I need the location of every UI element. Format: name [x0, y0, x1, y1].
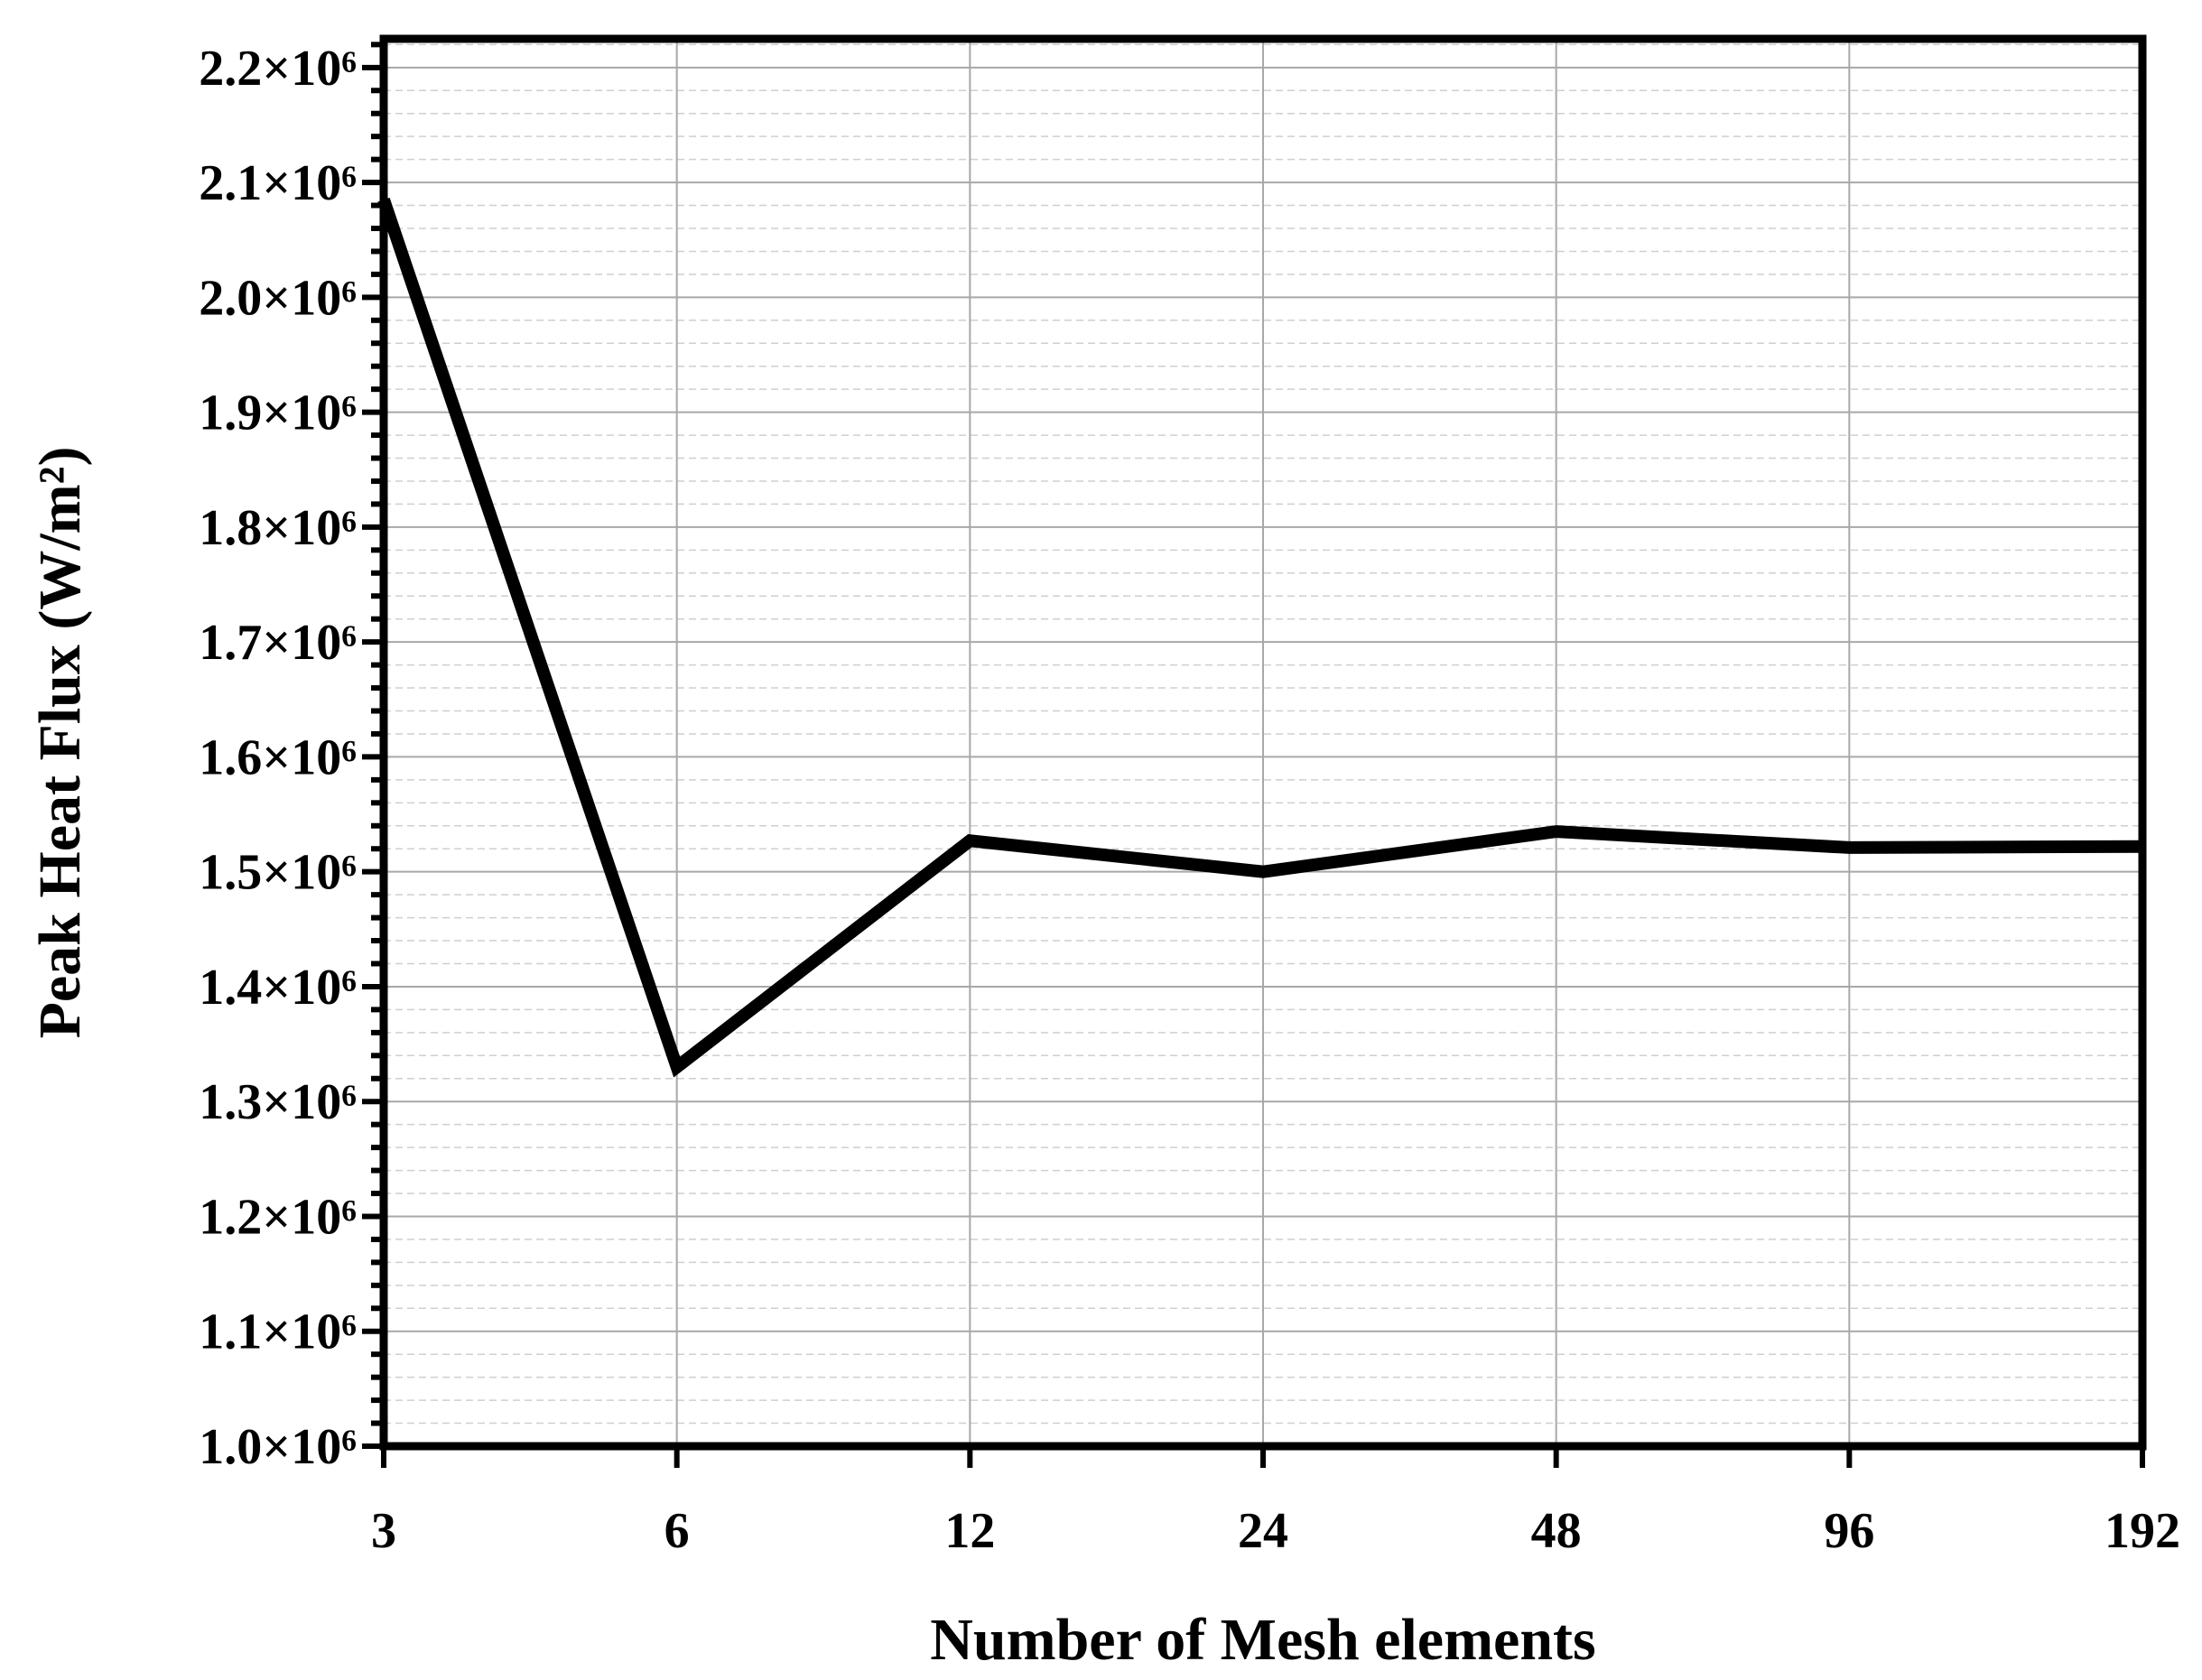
y-tick-label: 1.3×10⁶ [199, 1074, 357, 1130]
y-tick-labels: 1.0×10⁶ 1.1×10⁶ 1.2×10⁶ 1.3×10⁶ 1.4×10⁶ 1.5×1… [199, 41, 357, 1475]
plot-frame [379, 34, 2147, 1451]
x-tick-label: 6 [664, 1503, 690, 1559]
x-tick-label: 96 [1824, 1503, 1874, 1559]
y-tick-label: 1.4×10⁶ [199, 960, 357, 1016]
y-tick-label: 1.2×10⁶ [199, 1189, 357, 1245]
x-tick-label: 3 [371, 1503, 396, 1559]
x-tick-label: 48 [1531, 1503, 1582, 1559]
x-tick-label: 12 [944, 1503, 995, 1559]
y-tick-label: 1.7×10⁶ [199, 615, 357, 671]
y-tick-label: 1.8×10⁶ [199, 500, 357, 556]
y-tick-label: 2.0×10⁶ [199, 270, 357, 326]
series-line [377, 197, 2143, 1078]
y-tick-label: 1.9×10⁶ [199, 385, 357, 441]
x-tick-labels: 3 6 12 24 48 96 192 [371, 1503, 2180, 1559]
y-tick-label: 1.5×10⁶ [199, 845, 357, 901]
x-axis-title: Number of Mesh elements [930, 1607, 1595, 1673]
x-tick-label: 24 [1238, 1503, 1288, 1559]
y-tick-label: 2.2×10⁶ [199, 41, 357, 97]
y-tick-label: 1.0×10⁶ [199, 1419, 357, 1475]
x-tick-label: 192 [2104, 1503, 2180, 1559]
y-axis-title: Peak Heat Flux (W/m²) [27, 447, 93, 1039]
y-tick-label: 2.1×10⁶ [199, 155, 357, 211]
y-tick-label: 1.6×10⁶ [199, 729, 357, 785]
y-tick-label: 1.1×10⁶ [199, 1304, 357, 1360]
